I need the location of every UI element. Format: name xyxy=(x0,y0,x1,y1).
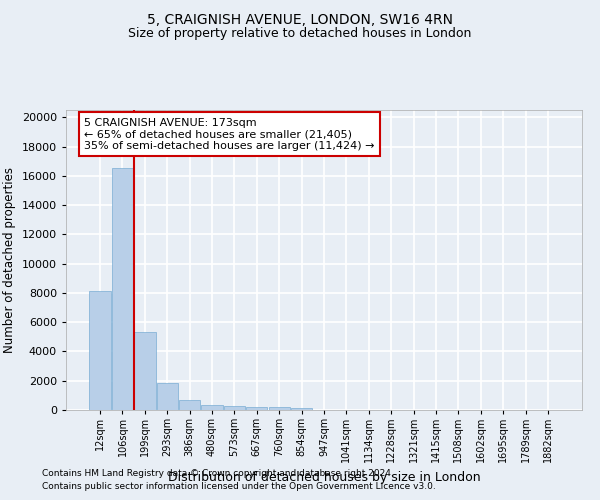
Text: Size of property relative to detached houses in London: Size of property relative to detached ho… xyxy=(128,28,472,40)
Y-axis label: Number of detached properties: Number of detached properties xyxy=(3,167,16,353)
Bar xyxy=(89,292,111,410)
Bar xyxy=(246,407,268,410)
Text: 5 CRAIGNISH AVENUE: 173sqm
← 65% of detached houses are smaller (21,405)
35% of : 5 CRAIGNISH AVENUE: 173sqm ← 65% of deta… xyxy=(84,118,374,150)
Bar xyxy=(291,408,312,410)
Text: Contains public sector information licensed under the Open Government Licence v3: Contains public sector information licen… xyxy=(42,482,436,491)
X-axis label: Distribution of detached houses by size in London: Distribution of detached houses by size … xyxy=(167,471,481,484)
Bar xyxy=(179,400,200,410)
Text: 5, CRAIGNISH AVENUE, LONDON, SW16 4RN: 5, CRAIGNISH AVENUE, LONDON, SW16 4RN xyxy=(147,12,453,26)
Bar xyxy=(224,406,245,410)
Text: Contains HM Land Registry data © Crown copyright and database right 2024.: Contains HM Land Registry data © Crown c… xyxy=(42,468,394,477)
Bar xyxy=(134,332,155,410)
Bar xyxy=(157,383,178,410)
Bar xyxy=(112,168,133,410)
Bar xyxy=(269,407,290,410)
Bar xyxy=(202,404,223,410)
